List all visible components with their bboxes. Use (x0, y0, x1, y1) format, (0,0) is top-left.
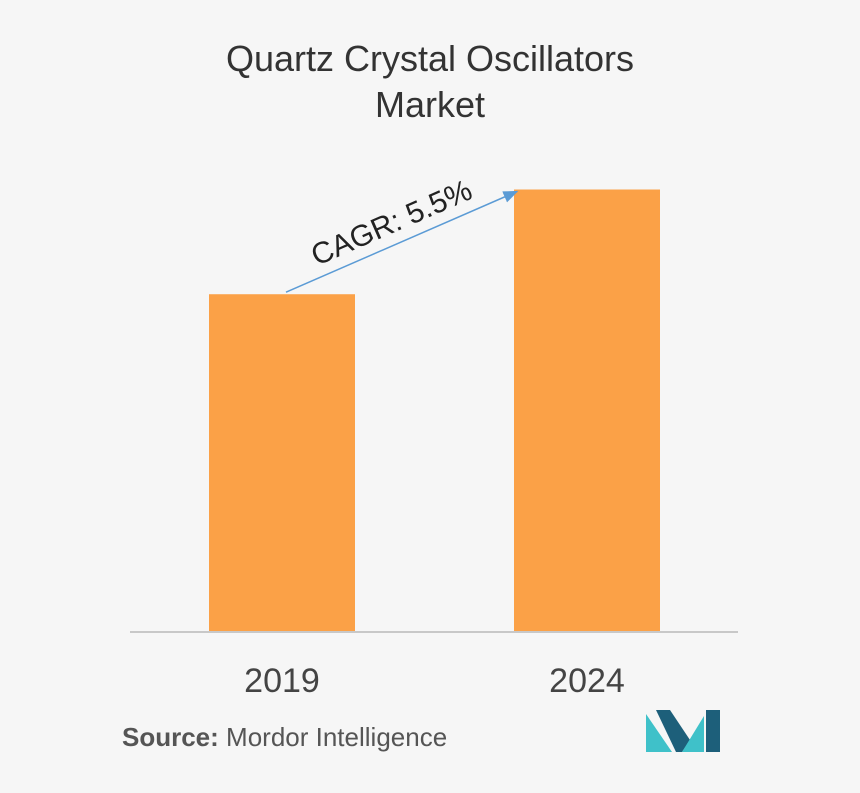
source-name: Mordor Intelligence (226, 722, 448, 752)
chart-title-line-1: Quartz Crystal Oscillators (225, 38, 635, 79)
x-tick-label-2019: 2019 (244, 662, 320, 700)
cagr-label: CAGR: 5.5% (306, 174, 477, 273)
source-note: Source: Mordor Intelligence (122, 722, 447, 753)
bar-2024 (514, 189, 660, 632)
chart-title: Quartz Crystal Oscillators Market (0, 36, 860, 128)
source-prefix: Source: (122, 722, 219, 752)
bar-2019 (209, 294, 355, 632)
x-tick-label-2024: 2024 (549, 662, 625, 700)
cagr-arrow (285, 190, 519, 293)
bars-group (209, 189, 660, 632)
mordor-intelligence-logo-icon (646, 710, 720, 752)
x-tick-labels: 2019 2024 (244, 662, 625, 700)
chart-title-line-2: Market (374, 84, 486, 125)
bar-chart: 2019 2024 CAGR: 5.5% (130, 174, 738, 700)
